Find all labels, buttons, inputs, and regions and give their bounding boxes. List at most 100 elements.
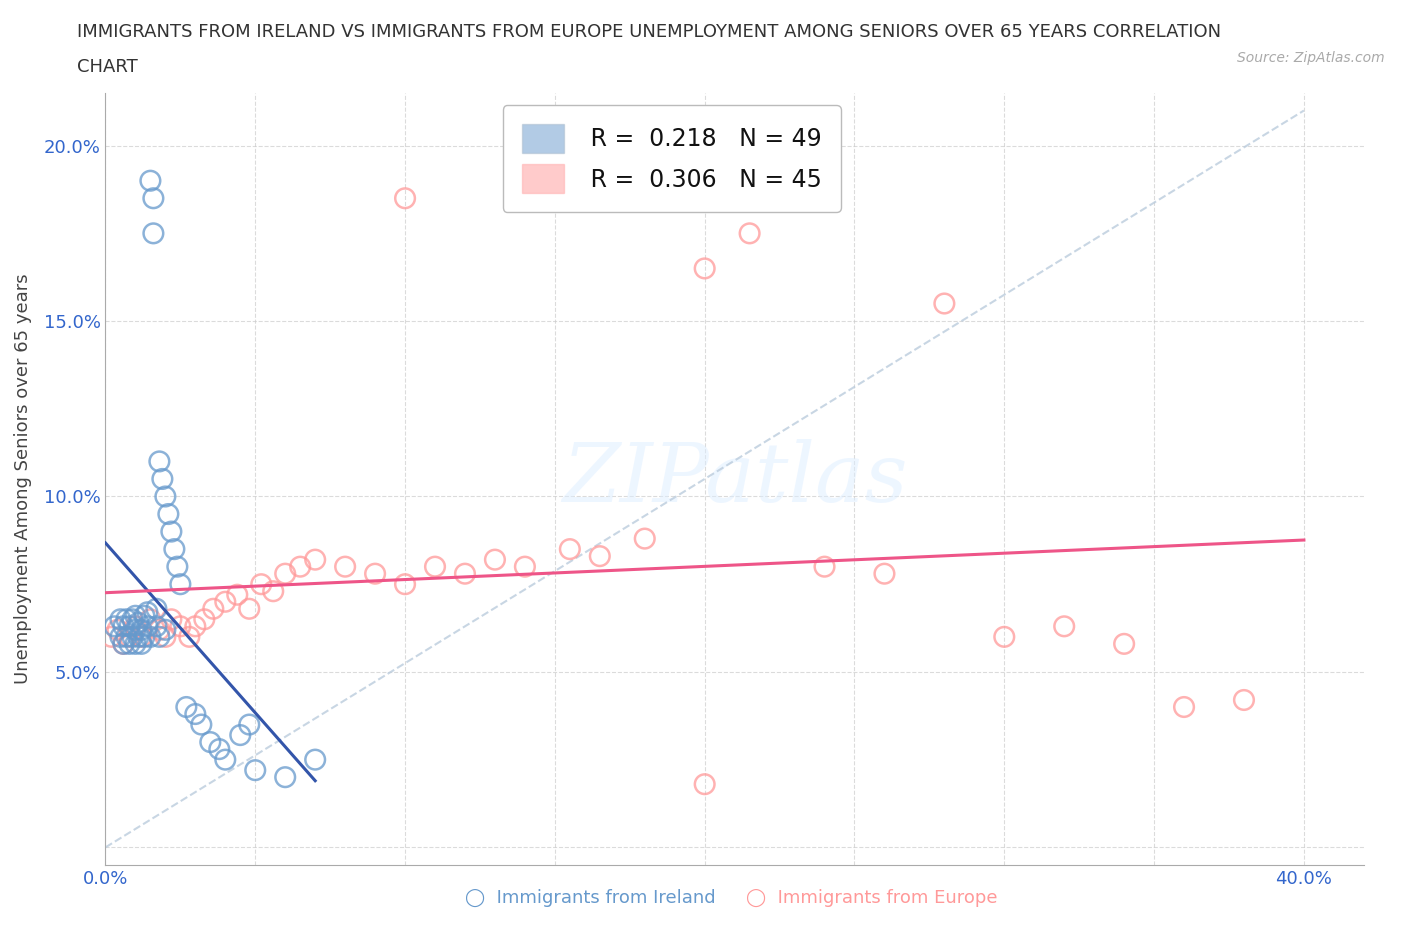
Point (127, 616, 149, 631)
Point (155, 630, 177, 644)
Point (274, 566, 297, 581)
Point (112, 636, 135, 651)
Point (208, 742, 231, 757)
Point (115, 630, 138, 644)
Point (484, 552, 506, 567)
Point (589, 549, 612, 564)
Point (103, 618, 125, 633)
Text: IMMIGRANTS FROM IRELAND VS IMMIGRANTS FROM EUROPE UNEMPLOYMENT AMONG SENIORS OVE: IMMIGRANTS FROM IRELAND VS IMMIGRANTS FR… (77, 23, 1222, 41)
Point (121, 630, 143, 644)
Point (214, 594, 236, 609)
Point (139, 612, 162, 627)
Point (110, 630, 132, 644)
Point (184, 618, 207, 633)
Point (163, 541, 186, 556)
Point (131, 622, 153, 637)
Point (333, 559, 356, 574)
Point (169, 618, 191, 633)
Point (250, 577, 273, 591)
Point (150, 472, 173, 486)
Point (148, 622, 170, 637)
Point (139, 173, 162, 188)
Point (245, 763, 267, 777)
Text: CHART: CHART (77, 58, 138, 75)
Point (190, 717, 212, 732)
Point (1053, 618, 1076, 633)
Point (454, 566, 477, 581)
Point (1173, 699, 1195, 714)
Point (148, 630, 170, 644)
Point (136, 604, 159, 619)
Point (229, 727, 252, 742)
Point (142, 191, 165, 206)
Point (513, 559, 536, 574)
Point (145, 618, 167, 633)
Point (160, 612, 183, 627)
Point (124, 618, 146, 633)
Point (124, 636, 146, 651)
Point (184, 707, 207, 722)
Point (142, 226, 165, 241)
Point (993, 630, 1015, 644)
Point (124, 608, 146, 623)
Point (304, 552, 326, 567)
Point (134, 630, 156, 644)
Point (200, 735, 222, 750)
Point (118, 618, 141, 633)
Point (110, 612, 132, 627)
Point (813, 559, 835, 574)
Point (693, 261, 716, 276)
Point (160, 525, 183, 539)
Point (155, 622, 177, 637)
Point (214, 752, 236, 767)
Point (118, 630, 141, 644)
Point (1233, 693, 1256, 708)
Point (148, 454, 170, 469)
Point (238, 717, 260, 732)
Point (179, 630, 201, 644)
Point (394, 191, 416, 206)
Point (290, 559, 312, 574)
Point (262, 584, 284, 599)
Point (634, 531, 657, 546)
Point (136, 618, 159, 633)
Point (166, 559, 188, 574)
Point (121, 612, 143, 627)
Y-axis label: Unemployment Among Seniors over 65 years: Unemployment Among Seniors over 65 years (14, 273, 32, 684)
Point (274, 770, 297, 785)
Point (145, 602, 167, 617)
Point (139, 630, 162, 644)
Point (115, 612, 138, 627)
Point (193, 612, 215, 627)
Point (226, 588, 249, 603)
Point (100, 630, 122, 644)
Point (423, 559, 446, 574)
Point (873, 566, 896, 581)
Point (107, 622, 129, 637)
Point (131, 636, 153, 651)
Point (738, 226, 761, 241)
Point (157, 507, 180, 522)
Point (364, 566, 387, 581)
Point (394, 577, 416, 591)
Text: ◯  Immigrants from Ireland: ◯ Immigrants from Ireland (465, 888, 716, 907)
Point (134, 608, 156, 623)
Point (131, 630, 153, 644)
Point (693, 777, 716, 791)
Point (558, 541, 581, 556)
Text: ◯  Immigrants from Europe: ◯ Immigrants from Europe (747, 888, 997, 907)
Point (169, 577, 191, 591)
Point (112, 618, 135, 633)
Point (1114, 636, 1136, 651)
Point (112, 636, 135, 651)
Point (127, 630, 149, 644)
Text: Source: ZipAtlas.com: Source: ZipAtlas.com (1237, 51, 1385, 65)
Point (238, 602, 260, 617)
Point (118, 636, 141, 651)
Point (934, 296, 956, 311)
Point (304, 752, 326, 767)
Legend:  R =  0.218   N = 49,  R =  0.306   N = 45: R = 0.218 N = 49, R = 0.306 N = 45 (503, 105, 841, 212)
Text: ZIPatlas: ZIPatlas (562, 439, 907, 519)
Point (176, 699, 198, 714)
Point (202, 602, 225, 617)
